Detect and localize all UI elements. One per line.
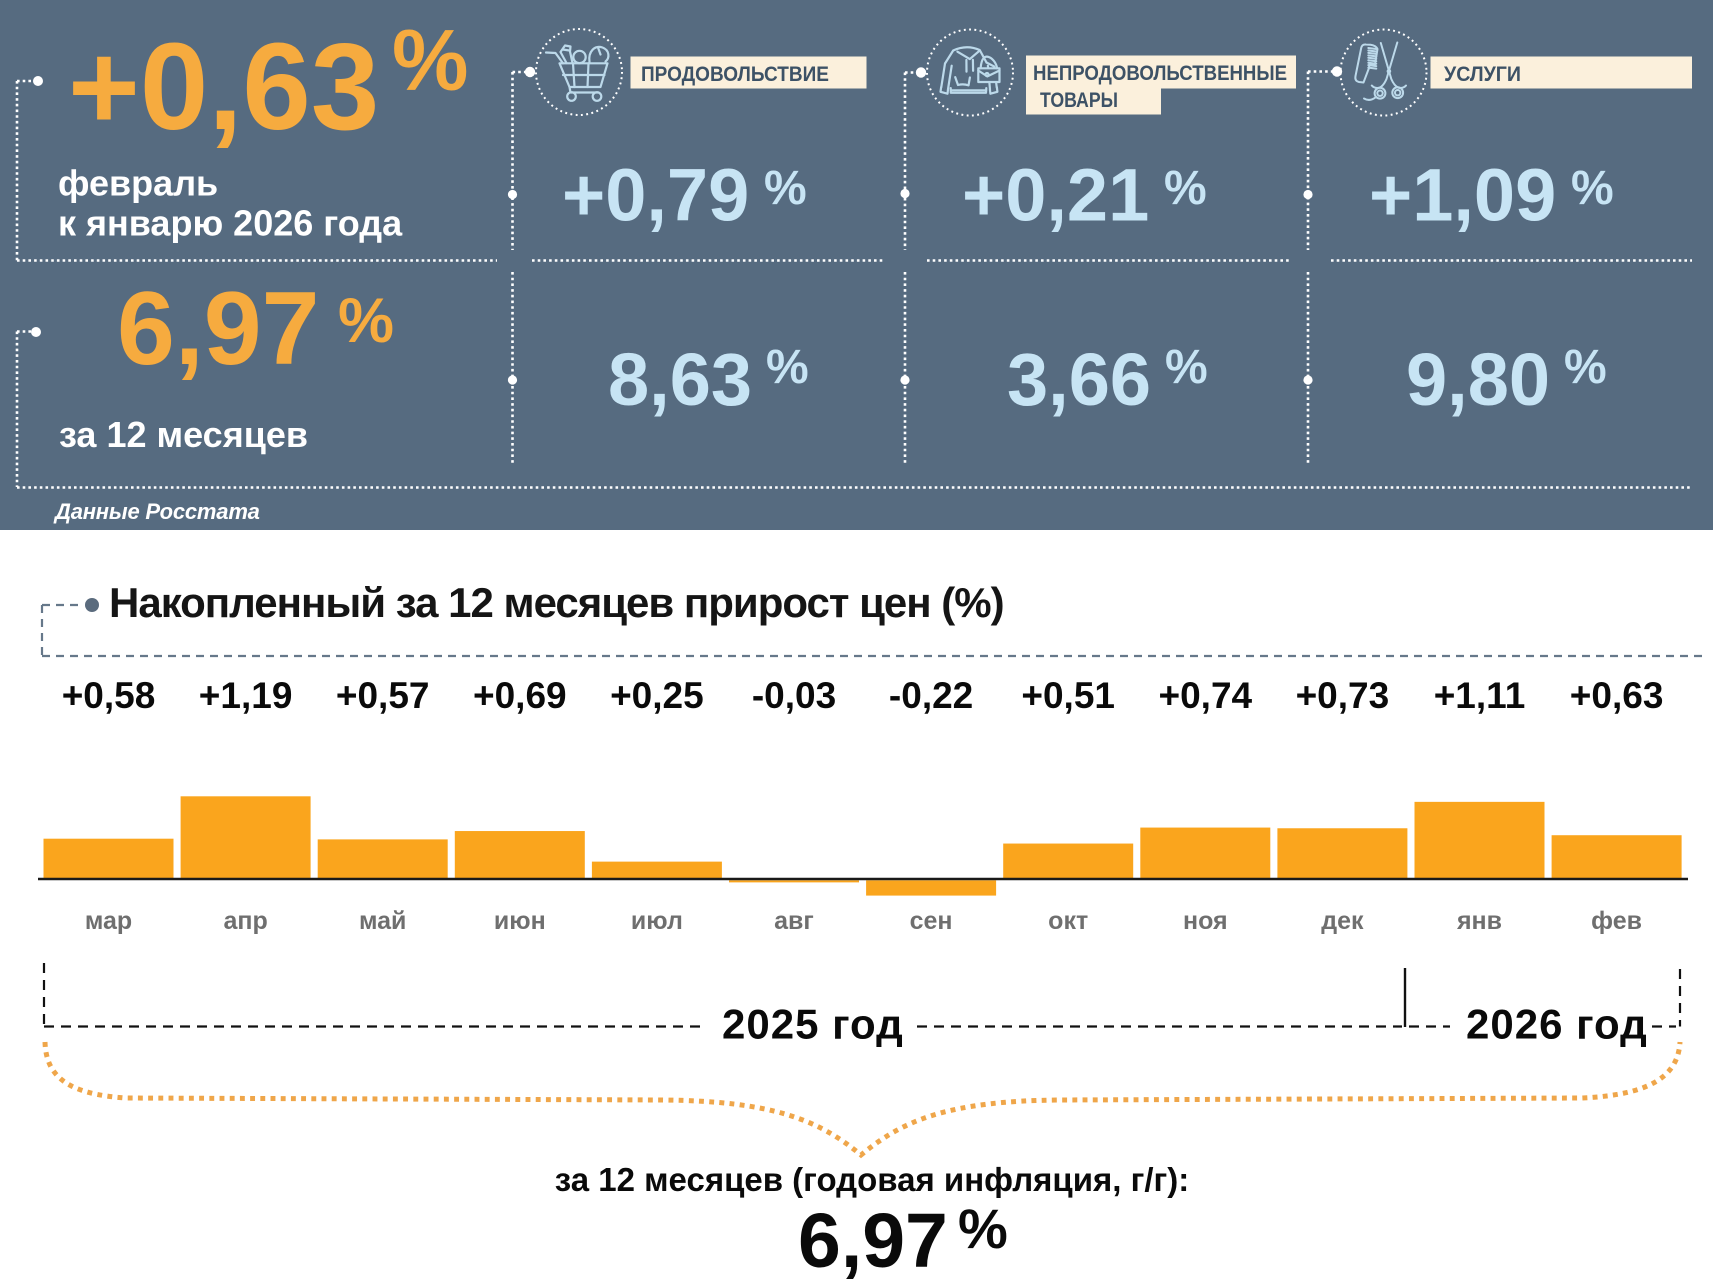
svg-text:+0,69: +0,69 [473, 675, 567, 716]
svg-text:+0,73: +0,73 [1296, 675, 1390, 716]
svg-text:НЕПРОДОВОЛЬСТВЕННЫЕ: НЕПРОДОВОЛЬСТВЕННЫЕ [1033, 62, 1287, 85]
svg-text:+0,58: +0,58 [62, 675, 156, 716]
svg-text:за 12 месяцев: за 12 месяцев [59, 414, 308, 455]
svg-text:+1,19: +1,19 [199, 675, 293, 716]
svg-text:%: % [1164, 162, 1207, 215]
svg-text:февраль: февраль [58, 163, 218, 204]
svg-text:+0,63: +0,63 [1570, 675, 1664, 716]
svg-text:%: % [392, 13, 468, 109]
svg-text:июн: июн [494, 907, 546, 935]
svg-text:+0,79: +0,79 [562, 154, 749, 237]
svg-text:+0,74: +0,74 [1158, 675, 1252, 716]
svg-text:+0,21: +0,21 [962, 154, 1149, 237]
svg-text:ПРОДОВОЛЬСТВИЕ: ПРОДОВОЛЬСТВИЕ [641, 63, 829, 86]
svg-text:+0,51: +0,51 [1021, 675, 1115, 716]
svg-text:ТОВАРЫ: ТОВАРЫ [1040, 89, 1118, 112]
svg-text:+1,09: +1,09 [1369, 154, 1556, 237]
svg-text:Данные Росстата: Данные Росстата [53, 499, 260, 524]
svg-text:%: % [766, 341, 809, 394]
svg-text:апр: апр [223, 907, 267, 935]
svg-text:мар: мар [85, 907, 132, 935]
svg-text:+0,57: +0,57 [336, 675, 430, 716]
svg-text:3,66: 3,66 [1007, 338, 1151, 421]
svg-text:%: % [338, 286, 394, 356]
svg-text:УСЛУГИ: УСЛУГИ [1444, 63, 1521, 86]
svg-text:%: % [1571, 162, 1614, 215]
svg-text:%: % [764, 162, 807, 215]
svg-text:%: % [1564, 341, 1607, 394]
svg-text:авг: авг [774, 907, 814, 935]
svg-text:май: май [359, 907, 406, 935]
svg-text:9,80: 9,80 [1406, 338, 1550, 421]
svg-text:+0,63: +0,63 [68, 19, 379, 156]
svg-text:к январю 2026 года: к январю 2026 года [58, 203, 403, 244]
svg-text:+1,11: +1,11 [1434, 675, 1526, 716]
svg-text:Накопленный за 12 месяцев прир: Накопленный за 12 месяцев прирост цен (%… [109, 579, 1004, 626]
svg-text:фев: фев [1591, 907, 1642, 935]
svg-text:-0,22: -0,22 [889, 675, 973, 716]
svg-text:6,97: 6,97 [798, 1198, 948, 1284]
svg-text:июл: июл [631, 907, 683, 935]
svg-text:+0,25: +0,25 [610, 675, 704, 716]
svg-text:сен: сен [910, 907, 953, 935]
svg-text:окт: окт [1048, 907, 1088, 935]
svg-text:2025 год: 2025 год [722, 1001, 904, 1048]
svg-text:янв: янв [1456, 907, 1502, 935]
svg-text:дек: дек [1321, 907, 1364, 935]
svg-text:%: % [1165, 341, 1208, 394]
svg-text:%: % [958, 1197, 1008, 1260]
svg-text:8,63: 8,63 [608, 338, 752, 421]
svg-text:6,97: 6,97 [117, 271, 319, 387]
svg-text:2026 год: 2026 год [1466, 1001, 1648, 1048]
svg-text:-0,03: -0,03 [752, 675, 836, 716]
svg-text:ноя: ноя [1183, 907, 1228, 935]
svg-text:за 12 месяцев (годовая инфляци: за 12 месяцев (годовая инфляция, г/г): [555, 1161, 1189, 1198]
